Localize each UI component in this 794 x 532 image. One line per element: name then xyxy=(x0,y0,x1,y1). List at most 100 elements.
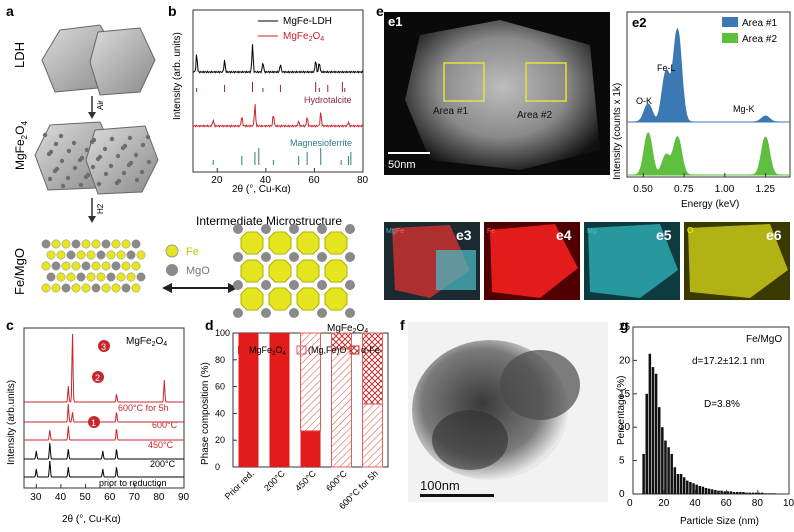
fe-particle xyxy=(131,283,141,293)
panel-f: f 100nm xyxy=(400,317,608,502)
bar-g xyxy=(661,427,664,494)
ytick-label-g: 20 xyxy=(619,355,631,366)
series-line-c xyxy=(24,442,184,460)
annot-mg-k: Mg-K xyxy=(733,104,755,114)
ref-label-hydrotalcite: Hydrotalcite xyxy=(304,95,352,105)
bar-g xyxy=(673,467,677,494)
xtick-label-c: 90 xyxy=(178,492,190,503)
bars-g xyxy=(642,353,776,494)
xtick-label-g: 40 xyxy=(689,498,701,509)
label-600-5h: 600°C for 5h xyxy=(118,403,169,413)
bar-d xyxy=(269,333,290,467)
bar-g xyxy=(773,493,776,494)
ref-label-magnesioferrite: Magnesioferrite xyxy=(290,138,352,148)
panel-c: c Intensity (arb.units) MgFe2O4 30 40 50 60… xyxy=(6,317,190,525)
pore xyxy=(47,176,53,182)
fe-octagon xyxy=(240,231,264,255)
stage-label-fe-mgo: Fe/MgO xyxy=(12,248,27,295)
fe-particle xyxy=(106,250,116,260)
bar-g xyxy=(745,492,748,494)
annot-dispersion: D=3.8% xyxy=(704,399,740,410)
stage-label-mgfe2o4: MgFe2O4 xyxy=(13,121,29,170)
reference-ticks-magnesioferrite xyxy=(212,148,352,165)
pore xyxy=(71,140,77,146)
pore xyxy=(89,139,95,145)
legend-mgfe2o4: MgFe2O4 xyxy=(283,31,324,43)
bar-g xyxy=(679,473,683,494)
mgo-dot xyxy=(317,224,327,234)
bar-g xyxy=(642,453,645,494)
marker-3 xyxy=(98,340,110,352)
xtick-label-c: 30 xyxy=(30,492,42,503)
fe-particle xyxy=(111,283,121,293)
arrow-label-air: Air xyxy=(96,100,105,110)
pore xyxy=(108,163,114,169)
xtick-label-d: 450°C xyxy=(293,468,318,493)
fe-particle xyxy=(111,261,121,271)
ytick-label-d: 40 xyxy=(215,408,225,418)
fe-particle xyxy=(101,261,111,271)
fe-particle xyxy=(71,261,81,271)
microstructure-grid xyxy=(233,224,355,318)
area-1-box xyxy=(443,62,485,102)
fe-particle xyxy=(66,250,76,260)
pore xyxy=(66,148,72,154)
plot-frame-c xyxy=(23,327,185,489)
bars-d xyxy=(238,332,383,468)
pore xyxy=(121,170,127,176)
scale-bar-f xyxy=(420,494,494,497)
annot-d-mean: d=17.2±12.1 nm xyxy=(692,356,765,367)
fe-particle xyxy=(116,272,126,282)
scale-bar-e1 xyxy=(388,152,430,154)
bar-g xyxy=(742,491,745,494)
xtick-label-g: 20 xyxy=(658,498,670,509)
fe-particle xyxy=(61,239,71,249)
pore xyxy=(139,169,145,175)
series-line-ldh xyxy=(192,44,364,74)
bar-g xyxy=(695,484,698,494)
legend-ldh: MgFe-LDH xyxy=(283,16,332,27)
mgo-dot xyxy=(261,224,271,234)
panel-letter-e5: e5 xyxy=(656,227,672,243)
xtick-label-c: 70 xyxy=(129,492,141,503)
fe-mgo-particles xyxy=(41,239,146,293)
series-lines-c xyxy=(24,333,184,478)
mgo-dot xyxy=(345,280,355,290)
bar-g xyxy=(670,453,673,494)
fe-particle xyxy=(56,272,66,282)
pore xyxy=(65,175,71,181)
area-2-box xyxy=(525,62,567,102)
area-2-label: Area #2 xyxy=(517,110,552,121)
xticks-c: 30 40 50 60 70 80 90 xyxy=(30,484,190,503)
bar-g xyxy=(676,473,680,494)
fe-particle xyxy=(51,239,61,249)
legend-swatch-mgfe2o4 xyxy=(238,346,247,354)
annot-fe-l: Fe-L xyxy=(657,63,676,73)
pore xyxy=(84,147,90,153)
bar-g xyxy=(770,493,773,494)
xtick-label-b: 20 xyxy=(211,175,223,186)
fe-particle xyxy=(76,272,86,282)
mgo-dot xyxy=(345,308,355,318)
bar-g xyxy=(754,492,758,494)
pore xyxy=(103,171,109,177)
mgo-dot xyxy=(233,280,243,290)
bar-d xyxy=(331,332,352,350)
fe-octagon xyxy=(324,231,348,255)
pore xyxy=(59,158,65,164)
label-450: 450°C xyxy=(148,440,174,450)
arrow-label-h2: H2 xyxy=(96,203,105,214)
ticks-g: 0 20 40 60 80 100 0 5 10 15 20 25 xyxy=(619,322,794,509)
fe-particle xyxy=(66,272,76,282)
mgo-dot xyxy=(289,308,299,318)
legend-fe-label: Fe xyxy=(186,246,199,258)
pore-dots xyxy=(42,132,152,189)
pore xyxy=(53,141,59,147)
bar-g xyxy=(767,493,770,494)
bar-g xyxy=(729,491,733,494)
ytick-label-d: 0 xyxy=(215,462,220,472)
fe-octagon xyxy=(296,259,320,283)
panel-letter-e3: e3 xyxy=(456,227,472,243)
xtick-label-b: 40 xyxy=(260,175,272,186)
